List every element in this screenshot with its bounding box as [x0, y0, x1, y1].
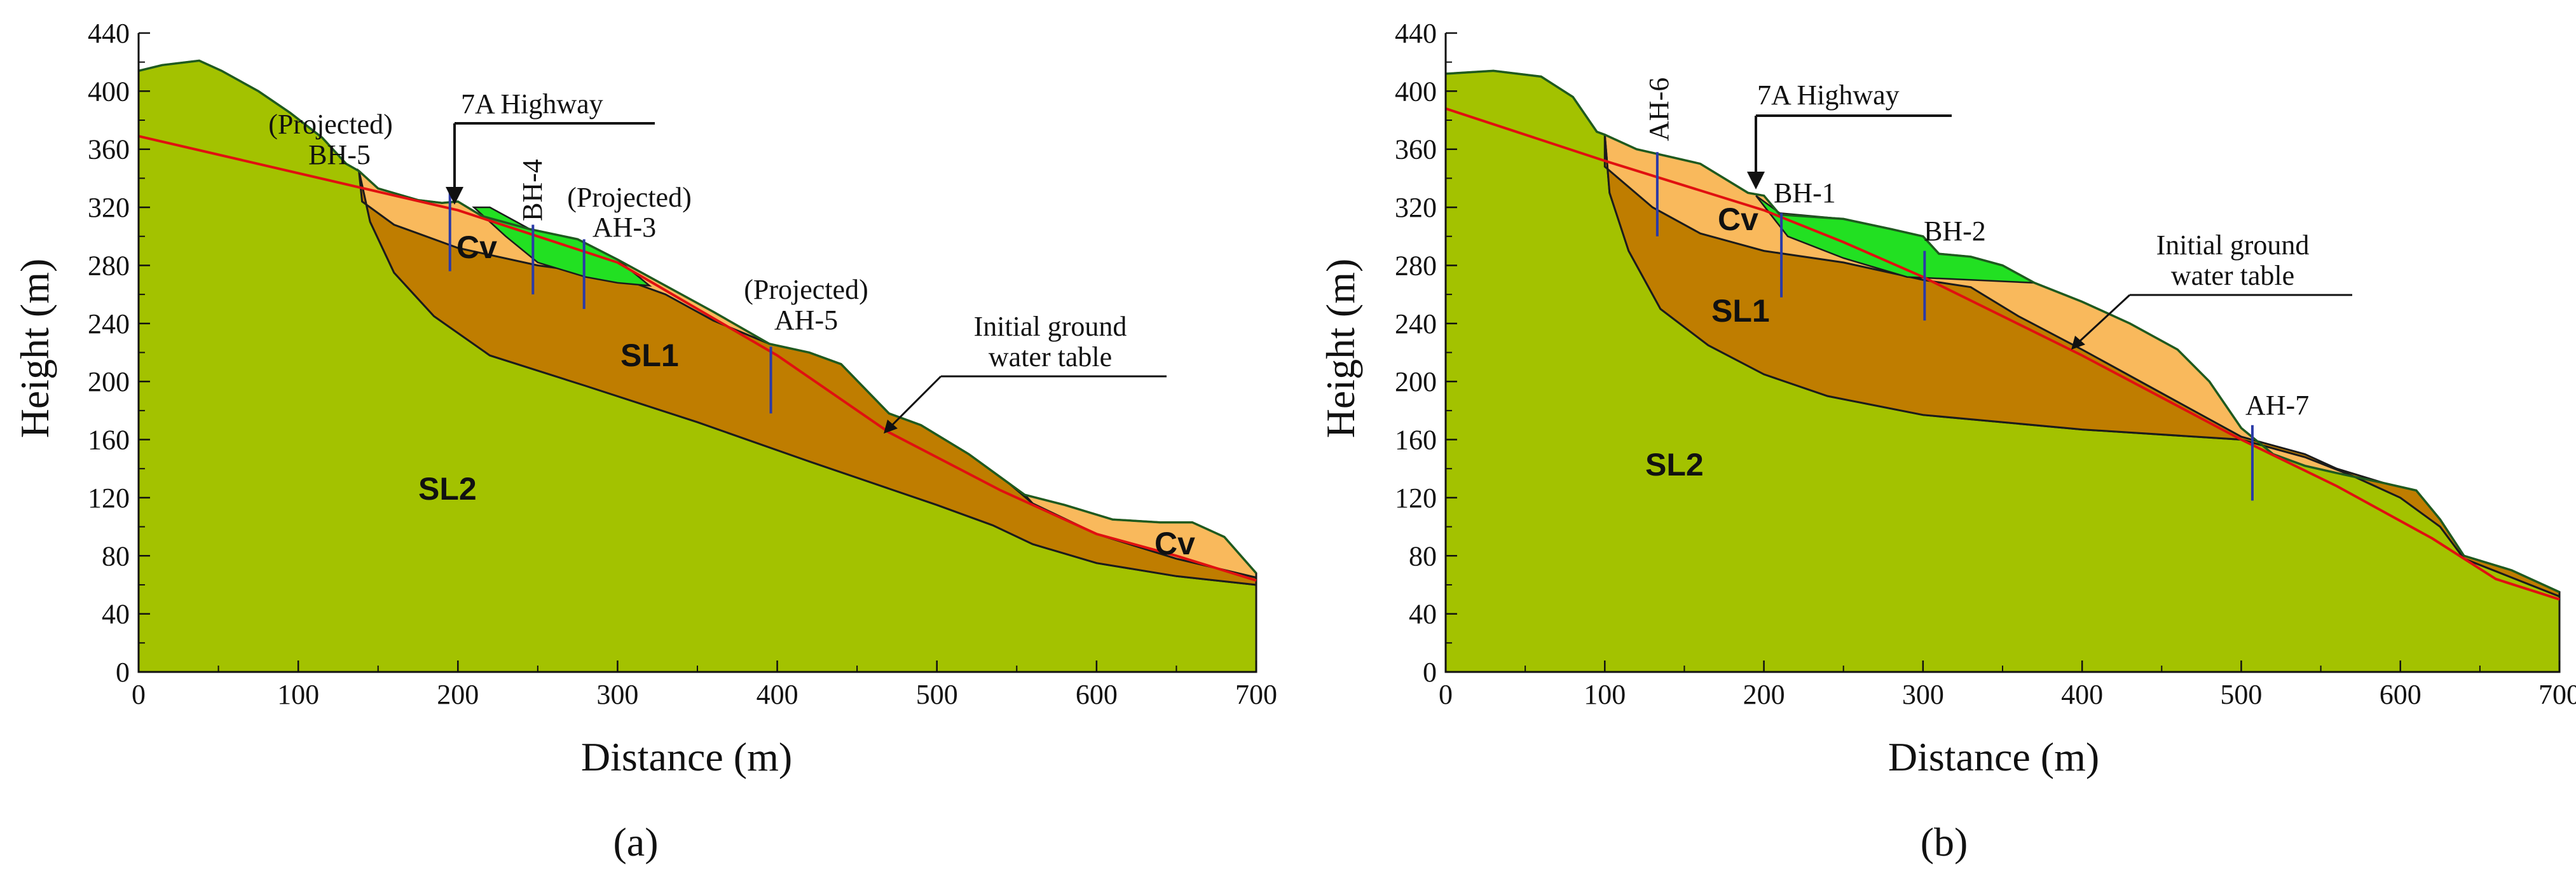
panel-b-layer-sl1: SL1	[1711, 293, 1770, 329]
panel-a-y-tick-label: 120	[88, 483, 130, 514]
panel-b-x-tick-label: 400	[2061, 679, 2103, 710]
panel-a-y-tick-label: 320	[88, 192, 130, 223]
panel-b-label-gwt-line1: Initial ground	[2156, 229, 2310, 261]
panel-b-y-tick-label: 280	[1395, 250, 1437, 281]
panel-b-y-tick-label: 0	[1423, 657, 1437, 688]
panel-a-y-tick-label: 360	[88, 134, 130, 165]
panel-b-x-tick-label: 100	[1584, 679, 1626, 710]
panel-b-yaxis-title: Height (m)	[1318, 259, 1363, 439]
panel-b-x-tick-label: 200	[1743, 679, 1785, 710]
panel-b-xaxis-title: Distance (m)	[1888, 734, 2099, 779]
panel-a-label-ah3: AH-3	[593, 212, 656, 243]
panel-a-y-tick-label: 240	[88, 308, 130, 339]
panel-b-cross-section: 0 100 200 300 400 500 600 700 0 40 80 120 160 200 240 2…	[1318, 18, 2576, 865]
panel-a-y-tick-label: 200	[88, 366, 130, 397]
panel-a-x-tick-label: 600	[1076, 679, 1118, 710]
panel-b-y-tick-label: 320	[1395, 192, 1437, 223]
panel-a-y-tick-label: 400	[88, 76, 130, 107]
panel-a-label-projected-ah3: (Projected)	[567, 182, 691, 213]
panel-a-layer-cv-upper: Cv	[456, 229, 497, 265]
panel-b-label-ah6: AH-6	[1643, 78, 1675, 141]
panel-a-y-tick-label: 40	[102, 599, 130, 630]
panel-b-x-tick-label: 700	[2538, 679, 2576, 710]
panel-a-label-highway: 7A Highway	[461, 88, 603, 120]
panel-b-ground-surface	[1445, 69, 2560, 593]
panel-b-layer-cv: Cv	[1718, 202, 1758, 237]
panel-a-x-tick-label: 300	[596, 679, 638, 710]
panel-b-y-tick-label: 360	[1395, 134, 1437, 165]
panel-b-y-tick-label: 120	[1395, 483, 1437, 514]
panel-a-water-table-line	[138, 135, 1257, 582]
panel-b-y-tick-label: 440	[1395, 18, 1437, 49]
panel-a-layers	[137, 59, 1257, 673]
panel-a-x-tick-label: 200	[437, 679, 479, 710]
panel-b-label-highway: 7A Highway	[1757, 79, 1900, 111]
panel-a-layer-sl2: SL2	[418, 471, 477, 507]
panel-a-label-projected-ah5: (Projected)	[744, 274, 868, 305]
panel-b-label-bh2: BH-2	[1924, 216, 1986, 247]
panel-a-layer-cv-lower: Cv	[1154, 526, 1195, 561]
panel-a-label-bh4: BH-4	[517, 159, 548, 221]
panel-a-label-ah5: AH-5	[774, 305, 838, 336]
panel-b-label: (b)	[1921, 819, 1968, 865]
panel-a-layer-sl1: SL1	[620, 338, 679, 373]
panel-a-label-projected-bh5: (Projected)	[268, 109, 392, 140]
panel-a-x-tick-label: 700	[1235, 679, 1277, 710]
panel-a-x-tick-label: 100	[277, 679, 319, 710]
panel-b-y-tick-label: 240	[1395, 308, 1437, 339]
panel-a-y-tick-label: 440	[88, 18, 130, 49]
panel-b-label-ah7: AH-7	[2245, 390, 2309, 421]
panel-a-label-gwt-line2: water table	[989, 341, 1112, 373]
panel-b-layers	[1444, 69, 2561, 673]
panel-a-label-bh5: BH-5	[308, 139, 371, 170]
panel-a-label-gwt-line1: Initial ground	[974, 311, 1127, 342]
panel-b-label-bh1: BH-1	[1774, 177, 1836, 209]
panel-a-y-tick-label: 0	[116, 657, 130, 688]
panel-b-gwt-arrowhead	[2071, 336, 2085, 350]
panel-a-x-tick-label: 0	[132, 679, 146, 710]
panel-a-y-tick-label: 280	[88, 250, 130, 281]
panel-b-y-tick-label: 200	[1395, 366, 1437, 397]
panel-a-ground-surface	[138, 59, 1257, 574]
panel-b-x-tick-label: 300	[1902, 679, 1944, 710]
panel-a-yaxis-title: Height (m)	[12, 259, 57, 439]
panel-b-layer-sl2: SL2	[1645, 447, 1704, 483]
panel-b-gwt-leader	[2078, 294, 2131, 343]
panel-b-highway-arrowhead	[1747, 172, 1765, 189]
panel-a-cross-section: 0 100 200 300 400 500 600 700 0 40 80 120 160 200 240 2…	[12, 18, 1277, 865]
panel-b-y-tick-label: 400	[1395, 76, 1437, 107]
panel-b-x-tick-label: 500	[2220, 679, 2262, 710]
panel-b-y-tick-label: 80	[1409, 540, 1437, 572]
panel-a-x-tick-label: 500	[916, 679, 958, 710]
panel-b-y-tick-label: 160	[1395, 425, 1437, 456]
panel-b-y-tick-label: 40	[1409, 599, 1437, 630]
panel-a-xaxis-title: Distance (m)	[581, 734, 792, 779]
panel-b-x-tick-label: 0	[1439, 679, 1453, 710]
panel-b-axes: 0 100 200 300 400 500 600 700 0 40 80 120 160 200 240 2…	[1395, 18, 2576, 710]
panel-a-axes: 0 100 200 300 400 500 600 700 0 40 80 120 160 200 240 2…	[88, 18, 1277, 710]
panel-a-gwt-leader	[890, 375, 942, 427]
panel-a-y-tick-label: 160	[88, 425, 130, 456]
panel-b-water-table-line	[1445, 107, 2560, 601]
panel-a-gwt-arrowhead	[884, 420, 898, 434]
panel-a-x-tick-label: 400	[757, 679, 798, 710]
panel-b-label-gwt-line2: water table	[2171, 260, 2294, 291]
panel-a-label: (a)	[613, 819, 658, 865]
panel-a-y-tick-label: 80	[102, 540, 130, 572]
panel-a-highway-arrowhead	[446, 187, 463, 205]
panel-b-x-tick-label: 600	[2380, 679, 2422, 710]
